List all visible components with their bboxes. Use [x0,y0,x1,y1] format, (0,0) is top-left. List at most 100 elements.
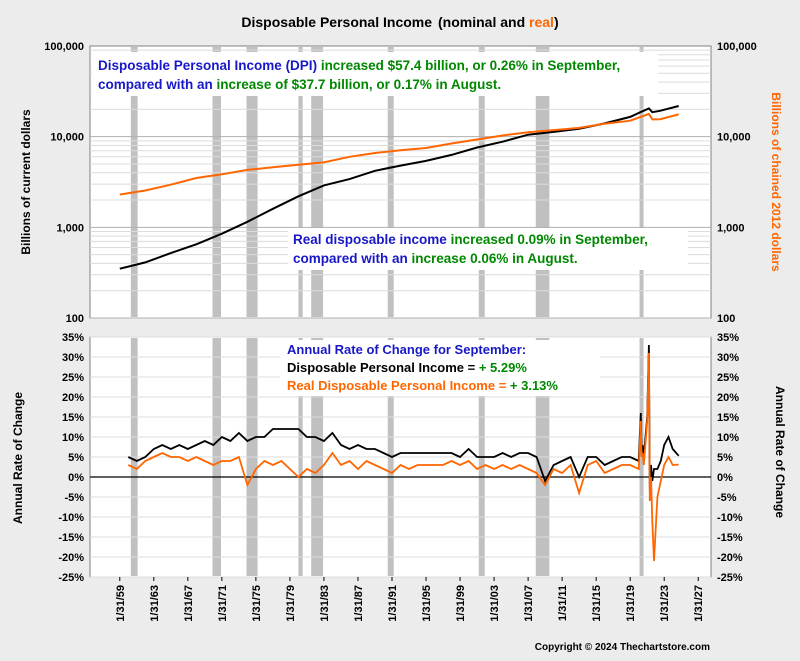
series-bottom [127,344,680,562]
y-tick-label-right: -5% [717,492,737,504]
y-tick-label-right: 15% [717,412,739,424]
x-tick-label: 1/31/15 [591,585,603,622]
x-tick-label: 1/31/83 [319,585,331,622]
annotation2-line2: compared with an increase 0.06% in Augus… [293,251,578,266]
annotation1-box [92,52,658,96]
x-tick-label: 1/31/67 [183,585,195,622]
legend-nominal-prefix: Disposable Personal Income = [287,360,479,375]
annotation1-line1: Disposable Personal Income (DPI) increas… [98,58,620,73]
title-nominal-and: (nominal and [438,14,529,30]
y-tick-label-left: 100 [66,313,84,325]
top-left-axis-label: Billions of current dollars [19,109,33,255]
x-tick-label: 1/31/11 [557,585,569,621]
recession-bar [298,47,303,317]
y-tick-label-left: 15% [62,412,84,424]
y-tick-label-right: 5% [717,452,733,464]
annotation1-line1-part2: increased $57.4 billion, or 0.26% in Sep… [321,58,620,73]
series-real-level [119,112,679,196]
y-tick-label-left: 25% [62,372,84,384]
y-tick-label-left: -5% [64,492,84,504]
x-tick-label: 1/31/59 [115,585,127,622]
x-tick-label: 1/31/99 [455,585,467,622]
recession-bar [387,47,394,317]
x-tick-label: 1/31/03 [489,585,501,622]
y-tick-label-right: 20% [717,392,739,404]
x-ticks: 1/31/59 1/31/63 1/31/67 1/31/71 1/31/75 1/31/… [115,577,705,622]
annotation2-box [288,228,688,270]
y-tick-label-right: 100 [717,313,735,325]
y-tick-label-left: 10,000 [50,132,84,144]
y-tick-label-right: 100,000 [717,41,757,53]
annotation2-line2-part1: compared with an [293,251,412,266]
y-tick-label-right: 1,000 [717,222,745,234]
legend-box [280,340,600,396]
y-tick-label-left: 35% [62,332,84,344]
y-tick-label-left: 20% [62,392,84,404]
recession-bar [311,47,324,317]
annotation2-line1: Real disposable income increased 0.09% i… [293,232,648,247]
y-ticks-bottom: -25% -25% -20% -20% -15% -15% -10% -10% -5% -5% 0%… [58,332,743,584]
y-tick-label-right: 10,000 [717,132,751,144]
series-nominal-level [119,105,679,270]
legend-real: Real Disposable Personal Income = + 3.13… [287,378,558,393]
y-tick-label-left: 1,000 [56,222,84,234]
x-tick-label: 1/31/23 [659,585,671,622]
x-tick-label: 1/31/63 [149,585,161,622]
x-tick-label: 1/31/07 [523,585,535,622]
recession-bar [246,47,258,317]
bottom-left-axis-label: Annual Rate of Change [11,392,25,524]
annotation1-line2: compared with an increase of $37.7 billi… [98,77,501,92]
recession-bar [212,47,222,317]
x-tick-label: 1/31/27 [693,585,705,622]
recession-bar [639,47,644,317]
legend-nominal-value: + 5.29% [479,360,528,375]
annotation1-line2-part2: increase of $37.7 billion, or 0.17% in A… [217,77,502,92]
y-tick-label-left: -20% [58,552,84,564]
chart-title: Disposable Personal Income (nominal and r… [241,14,558,30]
y-tick-label-left: 0% [68,472,84,484]
x-tick-label: 1/31/79 [285,585,297,622]
series-nominal-change [127,344,680,490]
y-tick-label-left: -15% [58,532,84,544]
recession-bar [130,47,138,317]
x-tick-label: 1/31/91 [387,585,399,622]
legend-nominal: Disposable Personal Income = + 5.29% [287,360,527,375]
x-tick-label: 1/31/71 [217,585,229,622]
y-tick-label-right: 30% [717,352,739,364]
annotation2-line2-part2: increase 0.06% in August. [412,251,578,266]
series-top [119,105,679,270]
y-tick-label-right: 10% [717,432,739,444]
x-tick-label: 1/31/95 [421,585,433,622]
x-tick-label: 1/31/19 [625,585,637,622]
y-tick-label-right: 0% [717,472,733,484]
legend-title: Annual Rate of Change for September: [287,342,526,357]
y-tick-label-left: 30% [62,352,84,364]
grid-bottom [90,336,711,578]
annotation1-line2-part1: compared with an [98,77,217,92]
series-real-change [127,352,679,562]
legend-real-prefix: Real Disposable Personal Income = [287,378,510,393]
y-tick-label-right: 25% [717,372,739,384]
top-right-axis-label: Billions of chained 2012 dollars [769,92,783,272]
y-tick-label-left: -10% [58,512,84,524]
y-tick-label-right: 35% [717,332,739,344]
y-tick-label-right: -10% [717,512,743,524]
copyright: Copyright © 2024 Thechartstore.com [535,642,710,653]
legend-real-value: + 3.13% [510,378,559,393]
y-tick-label-left: 10% [62,432,84,444]
x-tick-label: 1/31/75 [251,585,263,622]
annotation2-line1-part2: increased 0.09% in September, [451,232,648,247]
title-close: ) [554,14,559,30]
y-tick-label-left: 5% [68,452,84,464]
y-tick-label-left: 100,000 [44,41,84,53]
title-real: real [529,14,554,30]
annotation2-line1-part1: Real disposable income [293,232,451,247]
annotation1-line1-part1: Disposable Personal Income (DPI) [98,58,321,73]
y-tick-label-left: -25% [58,572,84,584]
recession-bar [478,47,485,317]
y-tick-label-right: -20% [717,552,743,564]
x-tick-label: 1/31/87 [353,585,365,622]
bottom-right-axis-label: Annual Rate of Change [773,386,787,518]
y-ticks-top: 100 100 1,000 1,000 10,000 10,000 100,000 100,0… [44,41,757,325]
